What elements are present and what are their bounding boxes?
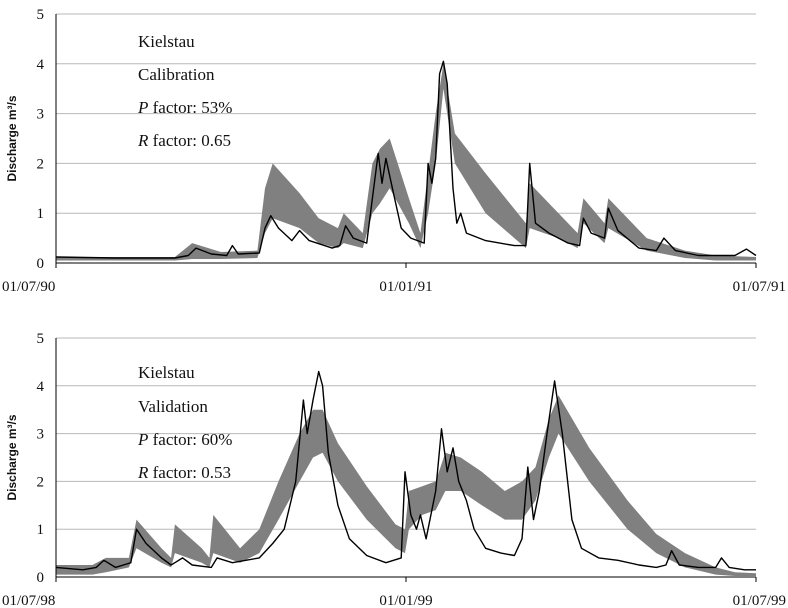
y-tick-label: 0 <box>37 256 45 272</box>
observed-discharge-line <box>55 370 756 571</box>
r-factor-label: R factor: 0.53 <box>137 463 231 482</box>
x-tick-label: 01/07/90 <box>2 279 55 295</box>
y-tick-label: 2 <box>37 156 45 172</box>
y-tick-label: 4 <box>37 57 45 73</box>
r-factor-label-letter: R <box>137 463 149 482</box>
uncertainty-band <box>56 63 756 261</box>
station-name: Kielstau <box>138 363 195 382</box>
y-tick-label: 3 <box>37 427 45 443</box>
y-tick-label: 1 <box>37 206 45 222</box>
y-tick-label: 1 <box>37 522 45 538</box>
y-tick-label: 5 <box>37 7 45 23</box>
y-tick-label: 2 <box>37 474 45 490</box>
x-tick-label: 01/07/98 <box>2 593 55 608</box>
r-factor-label-letter: R <box>137 131 149 150</box>
period-label: Validation <box>138 397 208 416</box>
y-tick-label: 0 <box>37 570 45 586</box>
y-axis-label: Discharge m³/s <box>5 95 19 181</box>
x-tick-label: 01/07/91 <box>733 279 786 295</box>
r-factor-label: R factor: 0.65 <box>137 131 231 150</box>
y-tick-label: 3 <box>37 107 45 123</box>
uncertainty-band <box>56 395 756 576</box>
station-name: Kielstau <box>138 32 195 51</box>
p-factor-label-value: factor: 60% <box>148 430 232 449</box>
p-factor-label: P factor: 60% <box>137 430 232 449</box>
calibration-chart: 0 1 2 3 4 5 01/07/90 01/01/91 01/07/91 Discharge … <box>2 7 786 295</box>
p-factor-label-value: factor: 53% <box>148 98 232 117</box>
r-factor-label-value: factor: 0.53 <box>148 463 231 482</box>
p-factor-label-letter: P <box>137 98 148 117</box>
p-factor-label-letter: P <box>137 430 148 449</box>
period-label: Calibration <box>138 65 215 84</box>
validation-chart: 0 1 2 3 4 5 01/07/98 01/01/99 01/07/99 Discharge … <box>2 331 786 608</box>
y-axis-label: Discharge m³/s <box>5 414 19 500</box>
x-tick-label: 01/01/99 <box>379 593 432 608</box>
y-tick-label: 4 <box>37 379 45 395</box>
x-tick-label: 01/07/99 <box>733 593 786 608</box>
r-factor-label-value: factor: 0.65 <box>148 131 231 150</box>
y-tick-label: 5 <box>37 331 45 347</box>
p-factor-label: P factor: 53% <box>137 98 232 117</box>
observed-discharge-line <box>55 60 757 259</box>
x-tick-label: 01/01/91 <box>379 279 432 295</box>
